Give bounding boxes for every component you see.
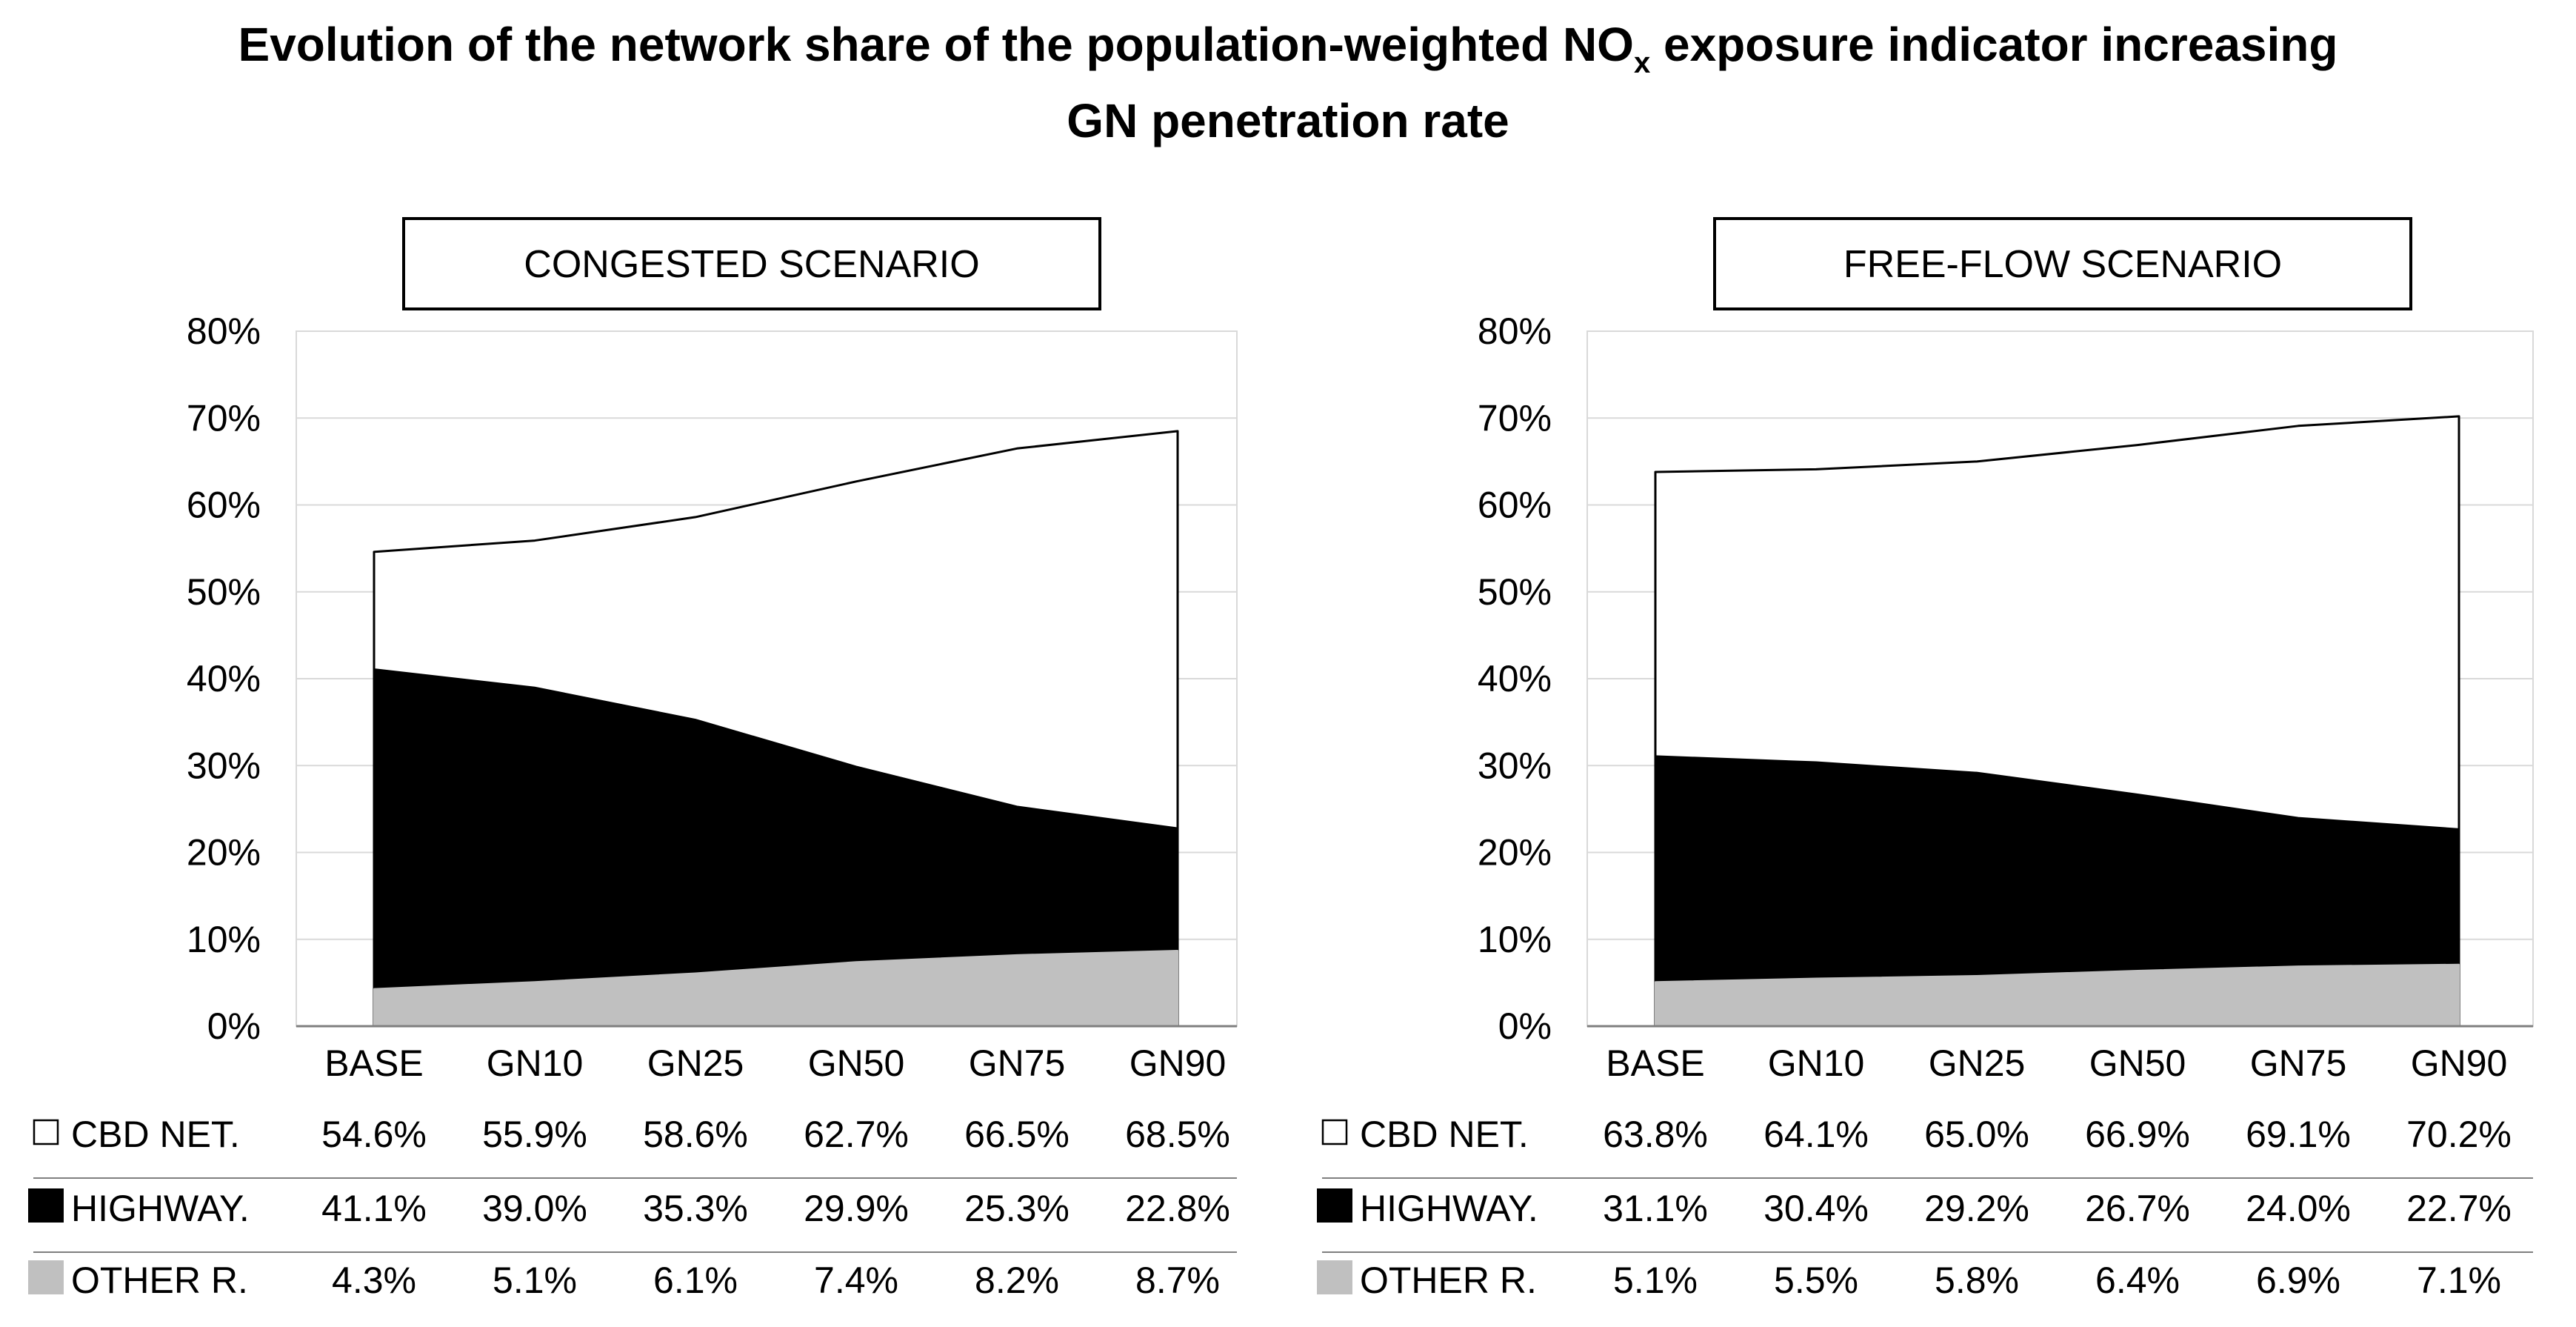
y-tick-label: 30% [1478,745,1552,786]
table-value: 8.7% [1135,1260,1220,1301]
table-value: 24.0% [2246,1188,2351,1229]
table-value: 41.1% [321,1188,427,1229]
table-value: 54.6% [321,1114,427,1155]
y-tick-label: 20% [187,832,261,874]
scenario-title-box [1713,217,2412,310]
table-value: 6.9% [2256,1260,2340,1301]
table-value: 29.2% [1924,1188,2029,1229]
table-value: 22.8% [1125,1188,1230,1229]
table-value: 5.1% [1613,1260,1698,1301]
table-value: 26.7% [2085,1188,2190,1229]
figure-title-line2: GN penetration rate [1067,94,1509,147]
chart-panel-1: 0% 10% 20% 30% 40% 50% 60% 70% 80% CONGESTED SCEN… [28,217,1238,1301]
highway-legend-swatch [1317,1188,1352,1223]
y-tick-label: 40% [187,658,261,699]
other-roads-legend-swatch [1317,1260,1352,1294]
x-category-label: GN10 [487,1042,584,1084]
x-category-label: GN25 [647,1042,744,1084]
x-category-label: GN50 [808,1042,905,1084]
scenario-title: CONGESTED SCENARIO [524,243,979,286]
x-category-label: GN50 [2089,1042,2186,1084]
chart-panels: 0% 10% 20% 30% 40% 50% 60% 70% 80% CONGESTED SCEN… [28,217,2534,1301]
table-value: 35.3% [643,1188,748,1229]
y-tick-label: 10% [1478,919,1552,960]
table-value: 5.8% [1935,1260,2019,1301]
y-tick-label: 30% [187,745,261,786]
highway-legend-swatch [28,1188,64,1223]
table-value: 30.4% [1764,1188,1869,1229]
table-value: 4.3% [332,1260,416,1301]
y-tick-label: 70% [1478,397,1552,439]
table-value: 63.8% [1603,1114,1708,1155]
cbd-net-legend-swatch [1321,1119,1348,1145]
area-other-roads [373,949,1178,1027]
title-subscript: x [1634,47,1650,79]
x-category-label: GN90 [2411,1042,2508,1084]
title-text-post: exposure indicator increasing [1650,18,2338,71]
scenario-title-box [402,217,1101,310]
y-tick-label: 10% [187,919,261,960]
table-value: 58.6% [643,1114,748,1155]
table-value: 62.7% [804,1114,909,1155]
table-value: 6.4% [2095,1260,2180,1301]
table-value: 6.1% [653,1260,738,1301]
scenario-title: FREE-FLOW SCENARIO [1843,243,2282,286]
table-value: 66.9% [2085,1114,2190,1155]
table-value: 69.1% [2246,1114,2351,1155]
table-value: 64.1% [1764,1114,1869,1155]
y-tick-label: 0% [207,1005,261,1047]
table-value: 7.4% [814,1260,898,1301]
table-value: 39.0% [482,1188,587,1229]
x-category-label: GN75 [969,1042,1066,1084]
other-roads-legend-swatch [28,1260,64,1294]
chart-panel-2: 0% 10% 20% 30% 40% 50% 60% 70% 80% FREE-FLOW SCEN… [1317,217,2534,1301]
series-name: HIGHWAY. [1360,1188,1538,1229]
table-value: 68.5% [1125,1114,1230,1155]
table-value: 8.2% [975,1260,1059,1301]
table-value: 7.1% [2417,1260,2501,1301]
x-category-label: GN10 [1768,1042,1865,1084]
table-value: 5.5% [1774,1260,1858,1301]
series-name: OTHER R. [71,1260,248,1301]
table-value: 66.5% [964,1114,1070,1155]
y-tick-label: 20% [1478,832,1552,874]
y-tick-label: 60% [1478,485,1552,526]
figure-title-line1: Evolution of the network share of the po… [238,18,2338,79]
x-category-label: GN75 [2250,1042,2347,1084]
x-category-label: BASE [1606,1042,1704,1084]
table-value: 22.7% [2406,1188,2512,1229]
table-value: 55.9% [482,1114,587,1155]
y-tick-label: 40% [1478,658,1552,699]
table-value: 65.0% [1924,1114,2029,1155]
table-value: 25.3% [964,1188,1070,1229]
area-other-roads [1655,963,2460,1027]
series-name: CBD NET. [1360,1114,1529,1155]
series-name: HIGHWAY. [71,1188,250,1229]
y-tick-label: 60% [187,485,261,526]
y-tick-label: 80% [187,310,261,352]
x-category-label: GN25 [1929,1042,2026,1084]
title-text-pre: Evolution of the network share of the po… [238,18,1634,71]
series-name: OTHER R. [1360,1260,1537,1301]
x-category-label: GN90 [1129,1042,1227,1084]
area-highway [1655,755,2460,1027]
table-value: 31.1% [1603,1188,1708,1229]
y-tick-label: 50% [1478,571,1552,613]
cbd-net-legend-swatch [33,1119,59,1145]
series-name: CBD NET. [71,1114,240,1155]
y-tick-label: 0% [1498,1005,1552,1047]
table-value: 5.1% [493,1260,577,1301]
y-tick-label: 80% [1478,310,1552,352]
y-tick-label: 50% [187,571,261,613]
x-category-label: BASE [324,1042,423,1084]
table-value: 29.9% [804,1188,909,1229]
table-value: 70.2% [2406,1114,2512,1155]
y-tick-label: 70% [187,397,261,439]
